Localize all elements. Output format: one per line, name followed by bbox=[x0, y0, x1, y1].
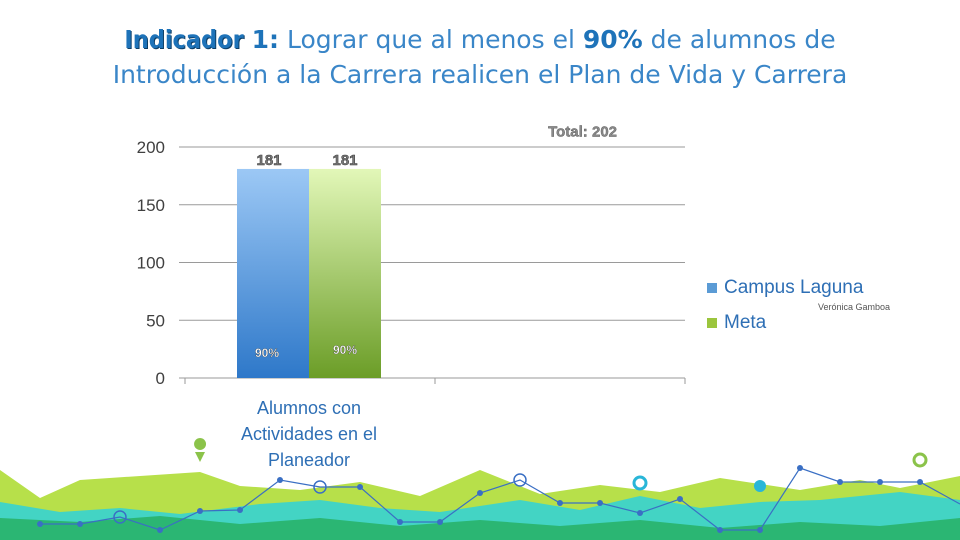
map-pin-icon bbox=[194, 438, 207, 462]
data-label: 181 bbox=[256, 152, 281, 169]
y-tick-label: 50 bbox=[146, 311, 165, 330]
title-number: 1: bbox=[251, 25, 280, 54]
decorative-footer bbox=[0, 438, 960, 540]
y-tick-label: 0 bbox=[156, 369, 165, 388]
map-pin-icon bbox=[632, 475, 648, 491]
data-label: 181 bbox=[332, 152, 357, 169]
total-label: Total: 202 bbox=[548, 124, 617, 141]
y-tick-label: 100 bbox=[137, 254, 165, 273]
map-pin-icon bbox=[754, 480, 766, 492]
y-tick-label: 150 bbox=[137, 196, 165, 215]
footer-nodes bbox=[37, 465, 923, 533]
title-keyword: Indicador bbox=[124, 25, 244, 54]
title-line-1: Indicador 1: Lograr que al menos el 90% … bbox=[0, 22, 960, 57]
title-text-before: Lograr que al menos el bbox=[279, 25, 583, 54]
map-pin-icons bbox=[194, 438, 928, 492]
title-text-after: de alumnos de bbox=[642, 25, 836, 54]
footer-node-line bbox=[40, 467, 960, 531]
bar-chart: 0 50 100 150 200 Total: 202 181 90% 181 90% Alumno… bbox=[137, 123, 864, 470]
x-category-label: Alumnos con bbox=[257, 398, 361, 418]
bar-meta bbox=[309, 168, 381, 378]
y-tick-label: 200 bbox=[137, 138, 165, 157]
bar-campus-laguna bbox=[237, 168, 309, 378]
plot-labels: 0 50 100 150 200 Total: 202 181 90% 181 90% Alumno… bbox=[137, 123, 618, 470]
percent-label: 90% bbox=[255, 346, 279, 360]
presenter-name: Verónica Gamboa bbox=[818, 302, 891, 312]
title-percent: 90% bbox=[582, 25, 643, 54]
legend: Campus Laguna Meta bbox=[707, 277, 864, 333]
legend-swatch bbox=[707, 318, 717, 328]
map-pin-icon bbox=[912, 452, 928, 468]
legend-label: Campus Laguna bbox=[724, 277, 864, 298]
title-line-2: Introducción a la Carrera realicen el Pl… bbox=[112, 60, 848, 89]
slide-title: Indicador 1: Lograr que al menos el 90% … bbox=[0, 22, 960, 92]
footer-target-nodes bbox=[113, 473, 527, 524]
percent-label: 90% bbox=[333, 343, 357, 357]
x-category-label: Actividades en el bbox=[241, 424, 377, 444]
legend-swatch bbox=[707, 283, 717, 293]
footer-wave-dark-green bbox=[0, 516, 960, 540]
plot-bars bbox=[165, 142, 621, 378]
x-category-label: Planeador bbox=[268, 450, 350, 470]
legend-label: Meta bbox=[724, 312, 767, 333]
